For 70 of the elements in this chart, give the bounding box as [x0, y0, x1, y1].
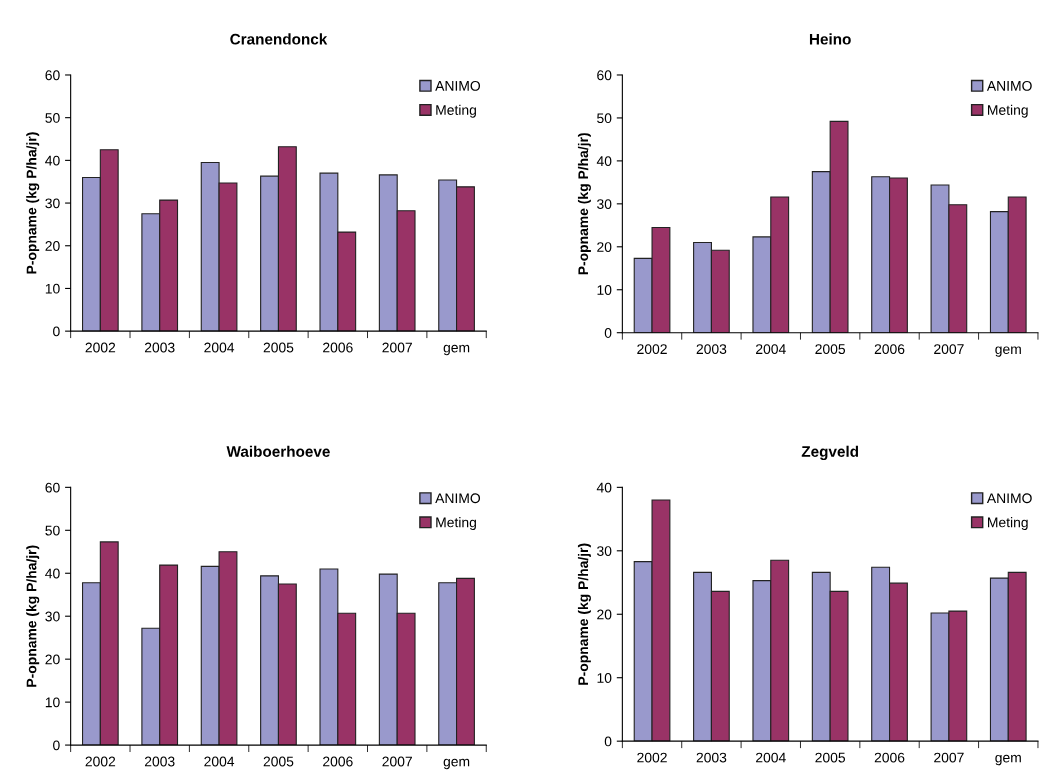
y-tick-label: 60 [597, 70, 612, 81]
x-tick-label: 2006 [323, 342, 353, 353]
x-tick-label: 2005 [815, 344, 846, 355]
y-axis-title: P-opname (kg P/ha/jr) [26, 545, 40, 687]
y-tick-label: 40 [45, 155, 60, 166]
y-tick-label: 40 [596, 156, 612, 167]
y-axis-title: P-opname (kg P/ha/jr) [577, 543, 591, 685]
y-tick-label: 20 [45, 241, 60, 251]
x-tick-label: 2007 [382, 342, 412, 353]
legend-label: Meting [436, 517, 476, 531]
y-tick-label: 30 [45, 198, 60, 209]
y-tick-label: 10 [597, 285, 612, 295]
y-tick-label: 0 [53, 740, 60, 751]
chart-title: Zegveld [801, 445, 859, 461]
y-tick-label: 20 [45, 654, 60, 665]
x-tick-label: 2002 [85, 756, 116, 767]
y-tick-label: 60 [45, 482, 60, 493]
x-tick-label: 2002 [85, 342, 116, 353]
y-tick-label: 10 [597, 673, 612, 683]
x-tick-label: 2003 [144, 756, 175, 767]
chart-title: Heino [809, 33, 851, 45]
x-tick-label: 2005 [263, 342, 294, 353]
y-tick-label: 50 [597, 113, 612, 124]
x-tick-label: gem [995, 346, 1021, 357]
y-axis-title: P-opname (kg P/ha/jr) [26, 132, 40, 274]
y-tick-label: 0 [53, 326, 60, 337]
chart-title: Waiboerhoeve [226, 445, 330, 457]
x-tick-label: 2007 [934, 752, 964, 763]
x-tick-label: gem [443, 344, 470, 356]
y-tick-label: 30 [597, 546, 612, 556]
legend-label: ANIMO [986, 80, 1032, 91]
x-tick-label: 2004 [756, 344, 786, 355]
legend-label: ANIMO [986, 493, 1032, 504]
y-tick-label: 60 [45, 70, 60, 81]
legend-label: ANIMO [435, 493, 481, 504]
y-tick-label: 20 [597, 609, 612, 620]
x-tick-label: 2003 [144, 342, 175, 353]
x-tick-label: 2003 [696, 752, 727, 763]
y-tick-label: 0 [604, 328, 612, 338]
y-tick-label: 0 [604, 736, 612, 747]
legend-label: Meting [436, 104, 476, 118]
x-tick-label: 2004 [204, 342, 235, 353]
y-tick-label: 10 [45, 697, 60, 708]
x-tick-label: 2002 [637, 344, 667, 355]
x-tick-label: 2003 [696, 344, 727, 355]
x-tick-label: 2006 [874, 752, 905, 763]
y-tick-label: 30 [45, 611, 60, 622]
x-tick-label: 2004 [756, 752, 786, 763]
y-tick-label: 20 [597, 242, 612, 252]
y-tick-label: 40 [45, 568, 60, 579]
x-tick-label: 2006 [323, 756, 353, 767]
x-tick-label: 2005 [263, 756, 294, 767]
x-tick-label: 2002 [637, 752, 667, 763]
y-tick-label: 50 [45, 113, 60, 123]
x-tick-label: gem [995, 754, 1021, 766]
x-tick-label: 2005 [815, 752, 846, 763]
x-tick-label: 2007 [382, 756, 412, 767]
y-tick-label: 10 [45, 283, 60, 294]
y-axis-title: P-opname (kg P/ha/jr) [577, 133, 591, 275]
y-tick-label: 40 [596, 482, 612, 493]
y-tick-label: 30 [597, 199, 612, 210]
legend-label: Meting [988, 104, 1028, 118]
y-tick-label: 50 [45, 525, 60, 536]
x-tick-label: 2004 [204, 756, 235, 767]
chart-title: Cranendonck [230, 33, 328, 45]
legend-label: ANIMO [435, 80, 481, 91]
x-tick-label: 2007 [934, 344, 964, 355]
x-tick-label: 2006 [874, 344, 905, 355]
legend-label: Meting [988, 517, 1028, 531]
x-tick-label: gem [443, 758, 470, 770]
